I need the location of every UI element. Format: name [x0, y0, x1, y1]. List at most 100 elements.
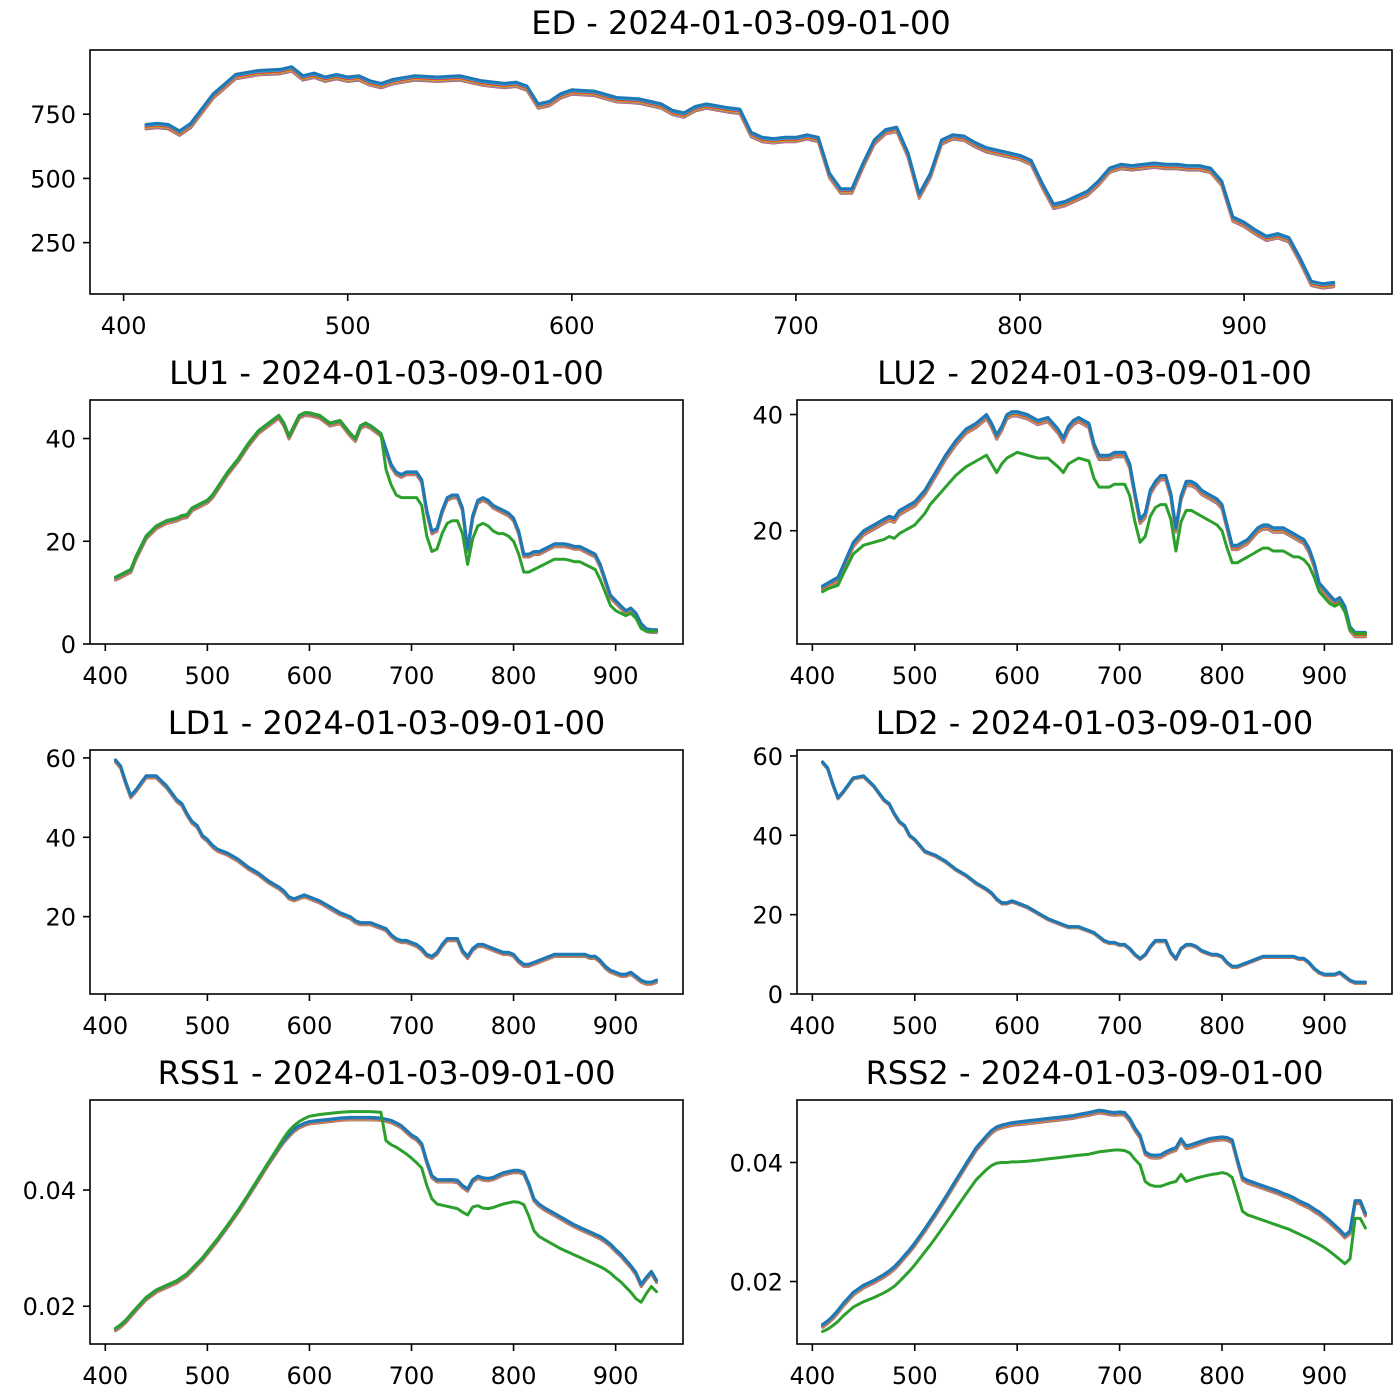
lu1-outlier-series-line — [114, 411, 658, 633]
ld2-panel: LD2 - 2024-01-03-09-01-00 400 500 600 700 80… — [752, 704, 1393, 1040]
rss2-series-line — [821, 1108, 1367, 1326]
ld2-series-line — [821, 761, 1367, 985]
ld2-xtick-label: 800 — [1199, 1012, 1245, 1040]
ed-xtick-label: 800 — [997, 312, 1043, 340]
lu2-xtick-label: 800 — [1199, 662, 1245, 690]
rss1-outlier-series-line — [114, 1110, 658, 1330]
lu1-series-line — [114, 411, 658, 632]
ed-ytick-label: 250 — [30, 230, 76, 258]
ld1-xtick-label: 400 — [82, 1012, 128, 1040]
ed-panel: ED - 2024-01-03-09-01-00 400 500 600 700 800… — [30, 4, 1393, 340]
ld1-series-line — [114, 760, 658, 986]
rss1-series-line — [114, 1116, 658, 1331]
rss1-ytick-label: 0.02 — [23, 1293, 76, 1321]
rss1-xtick-label: 900 — [593, 1362, 639, 1390]
ed-title: ED - 2024-01-03-09-01-00 — [531, 4, 951, 42]
lu1-axes-frame — [89, 399, 684, 645]
rss2-series-line — [821, 1110, 1367, 1329]
ld1-series-line — [114, 758, 658, 984]
ld1-series-line — [114, 759, 658, 985]
rss1-xtick-label: 500 — [184, 1362, 230, 1390]
ed-series-line — [144, 67, 1336, 288]
lu2-xtick-label: 700 — [1097, 662, 1143, 690]
ld2-xtick-label: 400 — [789, 1012, 835, 1040]
ed-xtick-label: 600 — [549, 312, 595, 340]
ld1-ytick-label: 40 — [45, 824, 76, 852]
ed-series-line — [144, 65, 1336, 286]
ld1-series-line — [114, 758, 658, 984]
lu1-xtick-label: 500 — [184, 662, 230, 690]
ed-ytick-label: 500 — [30, 165, 76, 193]
rss1-xtick-label: 400 — [82, 1362, 128, 1390]
rss2-xtick-label: 600 — [994, 1362, 1040, 1390]
ld2-series-line — [821, 760, 1367, 984]
ld2-axes-frame — [796, 749, 1393, 995]
ld2-ytick-label: 20 — [752, 902, 783, 930]
ld1-series-line — [114, 759, 658, 985]
lu2-ytick-label: 20 — [752, 518, 783, 546]
rss2-xtick-label: 900 — [1302, 1362, 1348, 1390]
ed-xtick-label: 500 — [325, 312, 371, 340]
rss2-series-line — [821, 1109, 1367, 1327]
rss1-xtick-label: 700 — [389, 1362, 435, 1390]
ed-xtick-label: 700 — [773, 312, 819, 340]
ld1-title: LD1 - 2024-01-03-09-01-00 — [168, 704, 605, 742]
ed-series-line — [144, 68, 1336, 289]
rss2-series-line — [821, 1110, 1367, 1328]
ed-series-line — [144, 66, 1336, 287]
rss2-title: RSS2 - 2024-01-03-09-01-00 — [866, 1054, 1324, 1092]
rss1-ytick-label: 0.04 — [23, 1177, 76, 1205]
ld1-xtick-label: 600 — [287, 1012, 333, 1040]
ld2-series-line — [821, 761, 1367, 985]
lu1-ytick-label: 40 — [45, 426, 76, 454]
ld2-series-line — [821, 761, 1367, 985]
ed-series-line — [144, 69, 1336, 290]
lu1-xtick-label: 400 — [82, 662, 128, 690]
rss2-xtick-label: 800 — [1199, 1362, 1245, 1390]
rss2-series-line — [821, 1111, 1367, 1329]
ld2-series-line — [821, 760, 1367, 985]
lu2-xtick-label: 900 — [1302, 662, 1348, 690]
lu2-xtick-label: 600 — [994, 662, 1040, 690]
rss2-xtick-label: 700 — [1097, 1362, 1143, 1390]
ld1-ytick-label: 60 — [45, 745, 76, 773]
ld2-xtick-label: 500 — [892, 1012, 938, 1040]
lu1-ytick-label: 20 — [45, 528, 76, 556]
lu2-ytick-label: 40 — [752, 402, 783, 430]
lu2-series-line — [821, 410, 1367, 634]
ld2-ytick-label: 60 — [752, 743, 783, 771]
ld1-series-line — [114, 760, 658, 986]
ld1-xtick-label: 500 — [184, 1012, 230, 1040]
rss2-series-line — [821, 1111, 1367, 1329]
lu1-xtick-label: 700 — [389, 662, 435, 690]
lu2-title: LU2 - 2024-01-03-09-01-00 — [877, 354, 1312, 392]
ld2-series-line — [821, 760, 1367, 984]
rss2-ytick-label: 0.04 — [730, 1149, 783, 1177]
ld2-xtick-label: 600 — [994, 1012, 1040, 1040]
rss2-ytick-label: 0.02 — [730, 1269, 783, 1297]
rss1-title: RSS1 - 2024-01-03-09-01-00 — [158, 1054, 616, 1092]
ld1-xtick-label: 800 — [491, 1012, 537, 1040]
ld2-ytick-label: 40 — [752, 822, 783, 850]
lu1-panel: LU1 - 2024-01-03-09-01-00 400 500 600 700 80… — [45, 354, 684, 690]
ed-xtick-label: 900 — [1221, 312, 1267, 340]
lu1-xtick-label: 600 — [287, 662, 333, 690]
ld1-series-line — [114, 759, 658, 985]
ld1-xtick-label: 700 — [389, 1012, 435, 1040]
rss1-xtick-label: 800 — [491, 1362, 537, 1390]
rss2-xtick-label: 400 — [789, 1362, 835, 1390]
ld2-series-line — [821, 761, 1367, 985]
ld2-ytick-label: 0 — [768, 981, 783, 1009]
rss2-axes-frame — [796, 1099, 1393, 1345]
ed-series-line — [144, 65, 1336, 286]
lu2-axes-frame — [796, 399, 1393, 645]
rss1-series-line — [114, 1115, 658, 1330]
lu2-panel: LU2 - 2024-01-03-09-01-00 400 500 600 700 80… — [752, 354, 1393, 690]
ld2-title: LD2 - 2024-01-03-09-01-00 — [876, 704, 1313, 742]
ld2-xtick-label: 900 — [1302, 1012, 1348, 1040]
lu1-xtick-label: 800 — [491, 662, 537, 690]
lu1-title: LU1 - 2024-01-03-09-01-00 — [169, 354, 604, 392]
ed-series-line — [144, 67, 1336, 288]
rss2-outlier-series-line — [821, 1148, 1367, 1333]
